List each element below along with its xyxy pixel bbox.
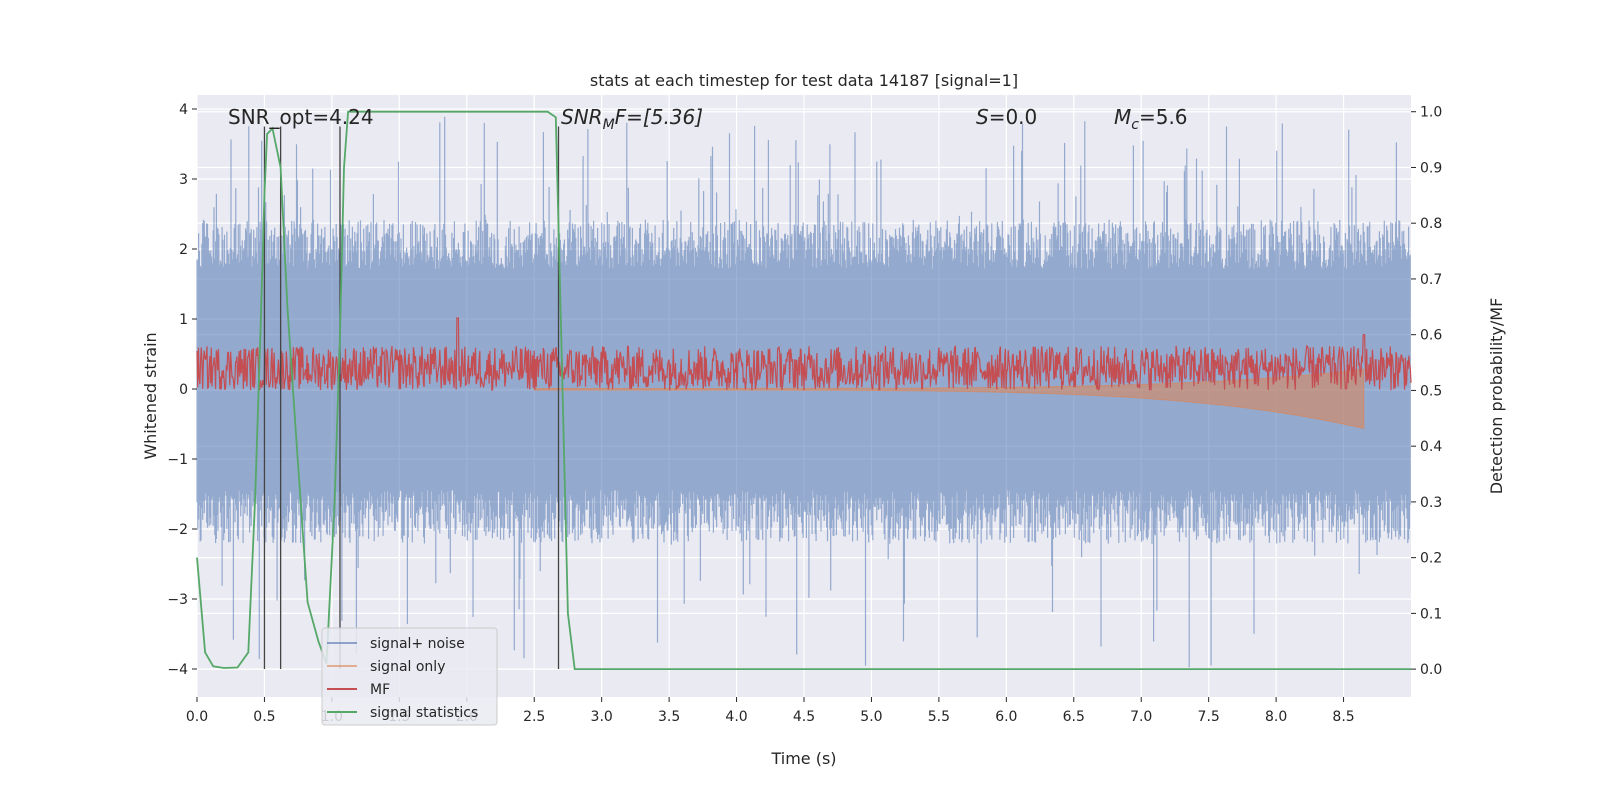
legend-box: [321, 627, 498, 726]
x-tick-label-14: 7.0: [1130, 709, 1152, 725]
y-right-tick-label-1: 0.1: [1420, 606, 1442, 622]
snr-mf-value: F=[5.36]: [615, 105, 703, 129]
y-right-tick-label-5: 0.5: [1420, 383, 1442, 399]
y-tick-label-4: 0: [179, 382, 188, 398]
mc-symbol: M: [1114, 105, 1131, 129]
x-tick-label-1: 0.5: [253, 709, 275, 725]
y-right-tick-label-6: 0.6: [1420, 328, 1442, 344]
signal-statistics-line: [196, 110, 1411, 670]
snr-mf-annotation: SNRMF=[5.36]: [561, 105, 703, 133]
x-tick-label-16: 8.0: [1265, 709, 1287, 725]
legend-label-2: MF: [370, 682, 390, 698]
y-tick-label-0: −4: [167, 662, 188, 678]
y-right-tick-label-7: 0.7: [1420, 272, 1442, 288]
y-tick-label-5: 1: [179, 312, 188, 328]
y-right-tick-label-9: 0.9: [1420, 160, 1442, 176]
legend-label-3: signal statistics: [370, 705, 478, 721]
mf-series: [196, 317, 1412, 391]
chart-title: stats at each timestep for test data 141…: [590, 71, 1018, 90]
signal-statistics-series: [196, 110, 1411, 670]
y-tick-label-3: −1: [167, 452, 188, 468]
signal-only-line: [533, 368, 1365, 430]
y-right-axis-label: Detection probability/MF: [1487, 298, 1506, 495]
legend: signal+ noise signal only MF signal statist…: [321, 627, 498, 726]
s-annotation: S=0.0: [976, 105, 1037, 129]
snr-opt-annotation: SNR_opt=4.24: [228, 105, 374, 129]
y-right-tick-label-3: 0.3: [1420, 495, 1442, 511]
x-tick-label-6: 3.0: [591, 709, 613, 725]
y-right-tick-label-8: 0.8: [1420, 216, 1442, 232]
y-tick-label-6: 2: [179, 242, 188, 258]
x-tick-label-12: 6.0: [995, 709, 1017, 725]
s-symbol: S: [976, 105, 989, 129]
mf-line: [196, 317, 1412, 391]
x-tick-label-13: 6.5: [1063, 709, 1085, 725]
x-tick-label-17: 8.5: [1332, 709, 1354, 725]
y-tick-label-7: 3: [179, 172, 188, 188]
mc-annotation: Mc=5.6: [1114, 105, 1188, 133]
snr-mf-symbol: SNR: [561, 105, 603, 129]
y-axis-label: Whitened strain: [141, 332, 160, 459]
x-tick-label-15: 7.5: [1198, 709, 1220, 725]
y-right-tick-label-0: 0.0: [1420, 662, 1442, 678]
s-value: =0.0: [989, 105, 1038, 129]
y-right-tick-label-2: 0.2: [1420, 551, 1442, 567]
y-tick-label-8: 4: [179, 102, 188, 118]
y-right-tick-label-10: 1.0: [1420, 105, 1442, 121]
y-right-tick-label-4: 0.4: [1420, 439, 1442, 455]
mc-value: =5.6: [1139, 105, 1188, 129]
x-tick-label-9: 4.5: [793, 709, 815, 725]
y-tick-label-2: −2: [167, 522, 188, 538]
legend-label-0: signal+ noise: [370, 636, 465, 652]
legend-label-1: signal only: [370, 659, 445, 675]
x-tick-label-8: 4.0: [725, 709, 747, 725]
x-tick-label-7: 3.5: [658, 709, 680, 725]
x-tick-label-0: 0.0: [186, 709, 208, 725]
axes: 0.00.51.01.52.02.53.03.54.04.55.05.56.06…: [167, 102, 1442, 725]
x-tick-label-10: 5.0: [860, 709, 882, 725]
x-tick-label-11: 5.5: [928, 709, 950, 725]
mc-subscript: c: [1131, 117, 1139, 133]
y-tick-label-1: −3: [167, 592, 188, 608]
x-tick-label-5: 2.5: [523, 709, 545, 725]
x-axis-label: Time (s): [770, 749, 836, 768]
snr-mf-subscript: M: [603, 117, 615, 133]
signal-only-series: [533, 368, 1365, 430]
